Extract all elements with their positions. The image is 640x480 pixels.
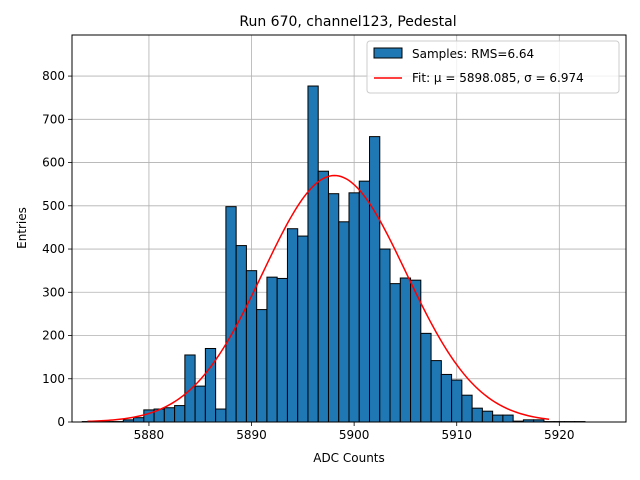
y-axis-label: Entries	[15, 207, 29, 249]
x-axis-label: ADC Counts	[313, 451, 385, 465]
x-tick-label: 5910	[441, 428, 472, 442]
histogram-bar	[245, 270, 258, 423]
histogram-bar	[338, 221, 350, 423]
y-tick-label: 300	[42, 285, 65, 299]
histogram-bar	[430, 360, 442, 423]
histogram-bar	[492, 414, 504, 423]
histogram-bar	[420, 332, 432, 423]
histogram-bar	[461, 394, 473, 423]
histogram-bar	[440, 373, 453, 423]
histogram-bar	[215, 408, 227, 423]
legend-label-samples: Samples: RMS=6.64	[412, 47, 534, 61]
x-axis-ticks: 5880 5890 5900 5910 5920	[134, 422, 575, 442]
histogram-bar	[307, 85, 319, 423]
fit-curve	[87, 174, 550, 423]
legend-box	[366, 40, 620, 94]
y-tick-label: 0	[57, 415, 65, 429]
histogram-bar	[327, 193, 340, 423]
x-tick-label: 5920	[544, 428, 575, 442]
histogram-bar	[317, 170, 329, 423]
histogram-bar	[266, 276, 278, 423]
histogram-bar	[369, 136, 381, 423]
x-tick-label: 5880	[134, 428, 165, 442]
histogram-bar	[297, 235, 309, 423]
y-tick-label: 700	[42, 112, 65, 126]
histogram-bar	[163, 407, 176, 423]
histogram-bar	[204, 347, 217, 423]
legend: Samples: RMS=6.64 Fit: μ = 5898.085, σ =…	[366, 40, 620, 94]
fit-curve-layer	[87, 174, 550, 423]
histogram-bar	[379, 248, 391, 423]
legend-swatch-samples	[373, 47, 403, 59]
histogram-bar	[471, 407, 483, 423]
histogram-bar	[399, 277, 412, 423]
histogram-bar	[389, 283, 401, 423]
x-tick-label: 5900	[339, 428, 370, 442]
legend-label-fit: Fit: μ = 5898.085, σ = 6.974	[412, 71, 584, 85]
plot-frame	[71, 34, 627, 423]
histogram-bar	[174, 405, 186, 423]
histogram-bar	[358, 180, 371, 423]
y-tick-label: 400	[42, 242, 65, 256]
histogram-bar	[184, 354, 196, 423]
histogram-bar	[256, 309, 268, 423]
y-axis-ticks: 0 100 200 300 400 500 600 700 800	[42, 69, 72, 429]
histogram-bar	[451, 379, 463, 423]
histogram-bar	[481, 410, 494, 423]
histogram-bar	[225, 206, 237, 423]
y-tick-label: 100	[42, 372, 65, 386]
histogram-bar	[348, 192, 360, 423]
y-tick-label: 200	[42, 329, 65, 343]
histogram-bar	[194, 385, 206, 423]
chart-title: Run 670, channel123, Pedestal	[239, 14, 456, 30]
histogram-bar	[502, 414, 514, 423]
histogram-bar	[133, 417, 145, 423]
y-tick-label: 600	[42, 156, 65, 170]
y-tick-label: 800	[42, 69, 65, 83]
y-tick-label: 500	[42, 199, 65, 213]
histogram-bar	[276, 277, 288, 423]
x-tick-label: 5890	[236, 428, 267, 442]
histogram-bar	[235, 245, 247, 423]
histogram-bar	[286, 228, 299, 423]
